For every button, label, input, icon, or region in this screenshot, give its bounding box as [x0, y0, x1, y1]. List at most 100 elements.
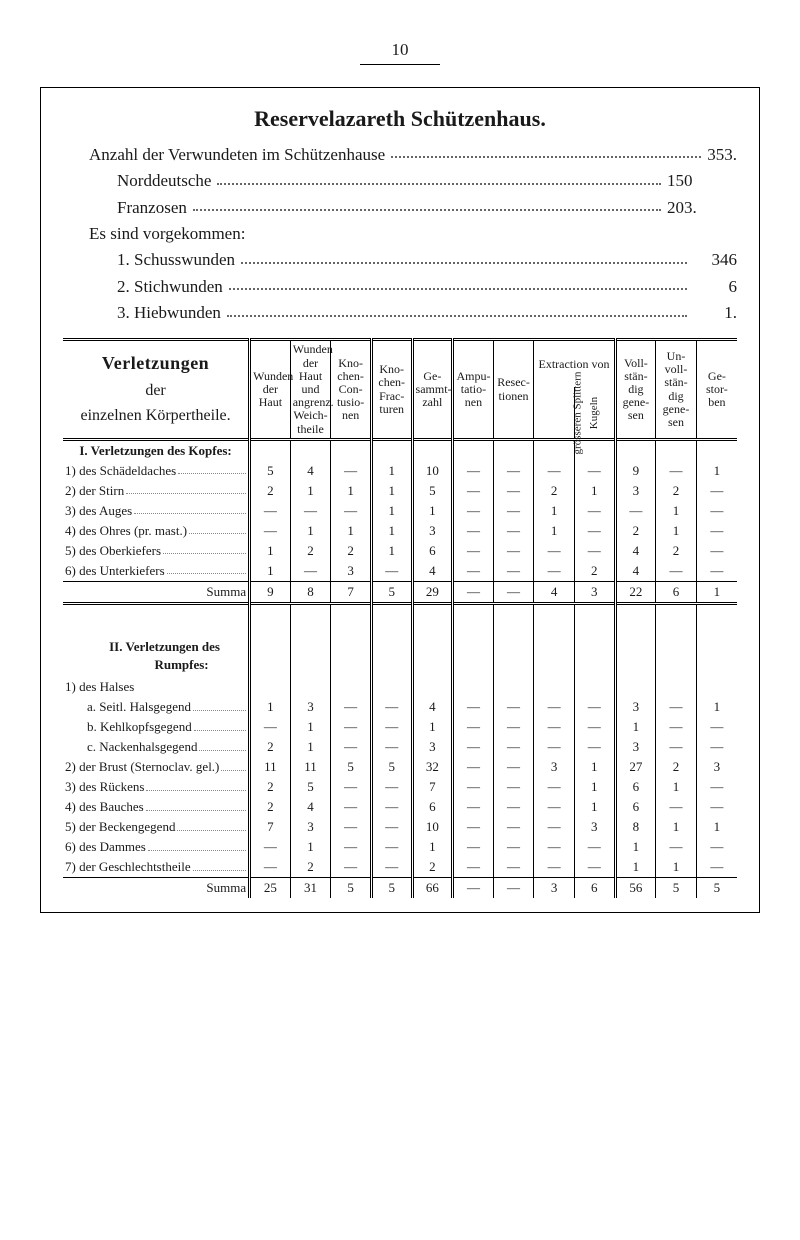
- cell: —: [534, 541, 575, 561]
- table-row: 6) des Unterkiefers1—3—4———24——: [63, 561, 737, 582]
- cell: 6: [615, 777, 656, 797]
- cell: 2: [250, 797, 291, 817]
- cell: 1: [371, 481, 412, 501]
- section-header: Rumpfes:: [63, 657, 737, 675]
- cell: 1: [290, 521, 331, 541]
- row-label: c. Nackenhalsgegend: [63, 737, 250, 757]
- intro-hieb: 3. Hiebwunden 1.: [63, 300, 737, 326]
- row-label: 6) des Dammes: [63, 837, 250, 857]
- cell: —: [493, 461, 534, 481]
- page-number-rule: [360, 64, 440, 65]
- cell: —: [534, 561, 575, 582]
- cell: 3: [290, 817, 331, 837]
- cell: —: [493, 817, 534, 837]
- cell: —: [331, 857, 372, 878]
- table-row: 3) des Rückens25——7———161—: [63, 777, 737, 797]
- cell: —: [453, 561, 494, 582]
- cell: —: [250, 837, 291, 857]
- table-row: 5) des Oberkiefers12216————42—: [63, 541, 737, 561]
- document-title: Reservelazareth Schützenhaus.: [63, 106, 737, 132]
- cell: 1: [574, 797, 615, 817]
- cell: —: [696, 737, 737, 757]
- cell: 1: [250, 697, 291, 717]
- col-3: Kno-chen-Con-tusio-nen: [331, 340, 372, 439]
- cell: 10: [412, 817, 453, 837]
- cell: 1: [615, 717, 656, 737]
- cell: 4: [290, 461, 331, 481]
- head-left-2: der: [65, 382, 246, 400]
- cell: 1: [412, 717, 453, 737]
- cell: —: [574, 541, 615, 561]
- cell: —: [574, 501, 615, 521]
- col-7: Resec-tionen: [493, 340, 534, 439]
- cell: 66: [412, 878, 453, 899]
- row-label: 7) der Geschlechtstheile: [63, 857, 250, 878]
- cell: 1: [371, 521, 412, 541]
- cell: —: [656, 797, 697, 817]
- intro-block: Anzahl der Verwundeten im Schützenhause …: [63, 142, 737, 326]
- cell: —: [696, 501, 737, 521]
- intro-n2-value: 6: [693, 274, 737, 300]
- cell: 9: [250, 581, 291, 603]
- cell: 4: [534, 581, 575, 603]
- cell: 3: [534, 878, 575, 899]
- cell: —: [493, 777, 534, 797]
- cell: —: [453, 777, 494, 797]
- section-header: I. Verletzungen des Kopfes:: [63, 439, 737, 461]
- cell: —: [696, 837, 737, 857]
- cell: —: [493, 797, 534, 817]
- cell: 1: [696, 817, 737, 837]
- cell: 2: [656, 481, 697, 501]
- cell: 8: [615, 817, 656, 837]
- cell: —: [574, 521, 615, 541]
- cell: 1: [250, 561, 291, 582]
- cell: —: [453, 837, 494, 857]
- cell: —: [453, 697, 494, 717]
- cell: 5: [331, 757, 372, 777]
- cell: 7: [331, 581, 372, 603]
- cell: 9: [615, 461, 656, 481]
- cell: —: [534, 737, 575, 757]
- cell: 2: [534, 481, 575, 501]
- cell: 5: [412, 481, 453, 501]
- cell: —: [534, 857, 575, 878]
- col-6: Ampu-tatio-nen: [453, 340, 494, 439]
- cell: —: [696, 717, 737, 737]
- col-10: Voll-stän-dig gene-sen: [615, 340, 656, 439]
- cell: 7: [412, 777, 453, 797]
- cell: —: [493, 737, 534, 757]
- cell: 2: [615, 521, 656, 541]
- row-label: Summa: [63, 878, 250, 899]
- cell: —: [331, 697, 372, 717]
- cell: —: [493, 501, 534, 521]
- intro-total: Anzahl der Verwundeten im Schützenhause …: [63, 142, 737, 168]
- cell: 5: [331, 878, 372, 899]
- cell: —: [331, 797, 372, 817]
- intro-n2-label: 2. Stichwunden: [117, 274, 223, 300]
- cell: —: [453, 717, 494, 737]
- row-label: 5) der Beckengegend: [63, 817, 250, 837]
- cell: 25: [250, 878, 291, 899]
- cell: 5: [696, 878, 737, 899]
- col-8: grösseren Splittern: [534, 387, 575, 439]
- cell: 1: [371, 541, 412, 561]
- cell: 3: [412, 521, 453, 541]
- intro-n3-label: 3. Hiebwunden: [117, 300, 221, 326]
- intro-french: Franzosen 203.: [63, 195, 737, 221]
- cell: 1: [412, 501, 453, 521]
- cell: —: [371, 717, 412, 737]
- cell: —: [696, 521, 737, 541]
- cell: 3: [615, 481, 656, 501]
- cell: —: [453, 541, 494, 561]
- col-4: Kno-chen-Frac-turen: [371, 340, 412, 439]
- cell: —: [656, 737, 697, 757]
- leaders: [193, 195, 661, 211]
- table-row: Summa25315566——365655: [63, 878, 737, 899]
- cell: 11: [290, 757, 331, 777]
- cell: 2: [250, 481, 291, 501]
- cell: 3: [615, 737, 656, 757]
- cell: —: [696, 541, 737, 561]
- cell: 1: [615, 837, 656, 857]
- col-11: Un-voll-stän-dig gene-sen: [656, 340, 697, 439]
- cell: 3: [574, 817, 615, 837]
